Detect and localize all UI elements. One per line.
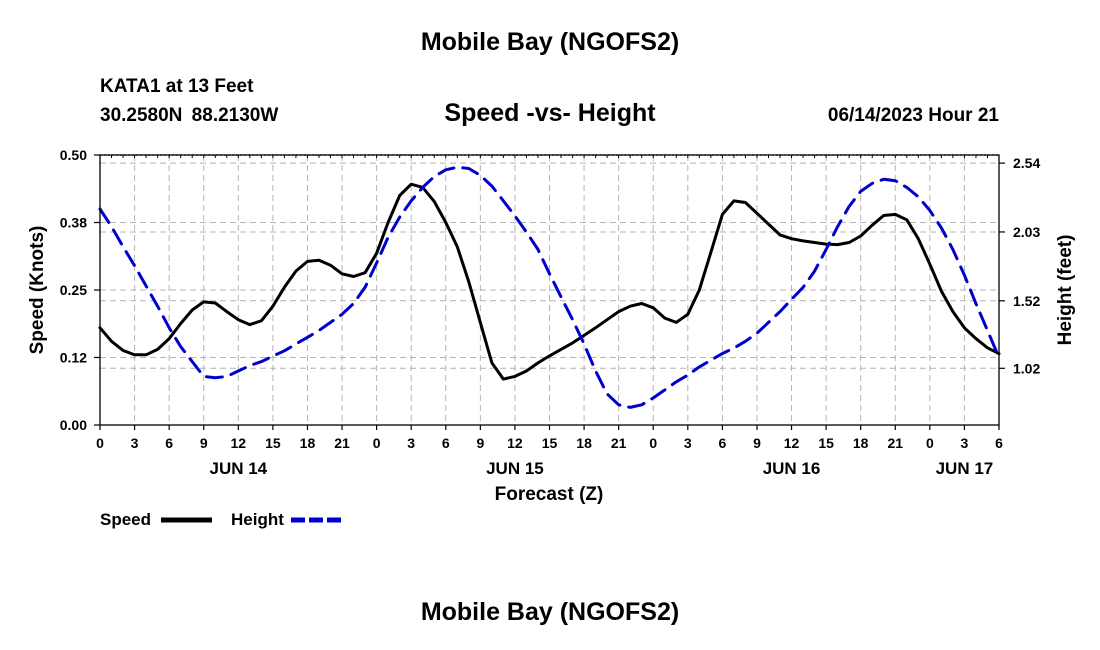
main-title: Mobile Bay (NGOFS2) — [420, 28, 680, 56]
x-tick-label: 21 — [887, 435, 903, 451]
x-tick-label: 18 — [300, 435, 316, 451]
x-tick-label: 0 — [96, 435, 104, 451]
x-tick-label: 0 — [373, 435, 381, 451]
x-tick-label: 3 — [961, 435, 969, 451]
y-tick-label: 0.25 — [60, 282, 87, 298]
station-name: KATA1 at 13 Feet — [100, 76, 254, 97]
legend-label: Speed — [100, 510, 151, 529]
y2-axis-label: Height (feet) — [1055, 235, 1076, 346]
x-tick-label: 21 — [611, 435, 627, 451]
x-axis-label: Forecast (Z) — [495, 484, 604, 505]
forecast-timestamp: 06/14/2023 Hour 21 — [827, 105, 999, 126]
y2-tick-label: 2.03 — [1013, 224, 1040, 240]
x-tick-label: 6 — [165, 435, 173, 451]
speed-series-line — [98, 182, 1001, 381]
series-lines — [98, 165, 1001, 409]
y-tick-label: 0.50 — [60, 147, 87, 163]
legend: Speed Height — [100, 510, 342, 529]
x-tick-label: 3 — [684, 435, 692, 451]
chart-title: Speed -vs- Height — [444, 99, 656, 127]
footer-title: Mobile Bay (NGOFS2) — [420, 598, 680, 626]
y-tick-label: 0.38 — [60, 215, 87, 231]
date-label: JUN 16 — [763, 459, 821, 478]
x-tick-label: 15 — [542, 435, 558, 451]
x-tick-label: 6 — [995, 435, 1003, 451]
x-tick-label: 15 — [818, 435, 834, 451]
height-series-line — [98, 165, 1001, 409]
x-tick-label: 15 — [265, 435, 281, 451]
x-tick-label: 9 — [476, 435, 484, 451]
x-tick-label: 21 — [334, 435, 350, 451]
x-tick-label: 9 — [200, 435, 208, 451]
x-tick-label: 3 — [407, 435, 415, 451]
y-tick-label: 0.00 — [60, 417, 87, 433]
axis-ticks: 0 3 6 9 12 15 18 21 0 3 6 9 12 15 18 21 0 3 6 9 12 15 18 21 0 3 6J… — [60, 147, 1041, 478]
y-tick-label: 0.12 — [60, 350, 87, 366]
x-tick-label: 12 — [507, 435, 523, 451]
x-tick-label: 3 — [131, 435, 139, 451]
y2-tick-label: 2.54 — [1013, 155, 1040, 171]
station-position: 30.2580N 88.2130W — [100, 105, 279, 126]
x-tick-label: 9 — [753, 435, 761, 451]
x-tick-label: 6 — [442, 435, 450, 451]
x-tick-label: 6 — [718, 435, 726, 451]
x-tick-label: 18 — [576, 435, 592, 451]
y2-tick-label: 1.52 — [1013, 293, 1040, 309]
x-tick-label: 0 — [926, 435, 934, 451]
x-tick-label: 12 — [231, 435, 247, 451]
legend-label: Height — [231, 510, 284, 529]
x-tick-label: 0 — [649, 435, 657, 451]
y-axis-label: Speed (Knots) — [27, 226, 48, 355]
date-label: JUN 14 — [209, 459, 267, 478]
date-label: JUN 15 — [486, 459, 544, 478]
y2-tick-label: 1.02 — [1013, 360, 1040, 376]
grid-lines — [100, 154, 999, 425]
x-tick-label: 18 — [853, 435, 869, 451]
x-tick-label: 12 — [784, 435, 800, 451]
date-label: JUN 17 — [936, 459, 994, 478]
